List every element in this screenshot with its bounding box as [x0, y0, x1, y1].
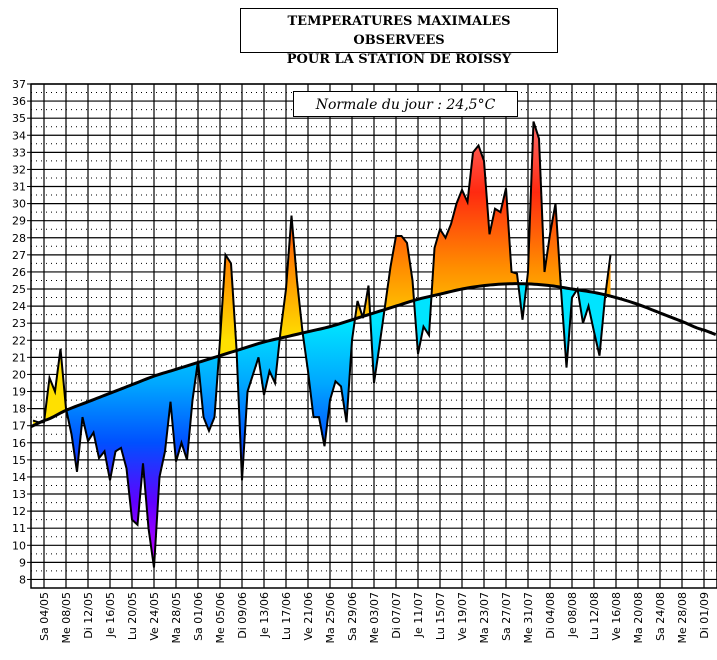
below-normal-area [33, 283, 611, 568]
x-tick-label: Di 12/05 [82, 592, 95, 639]
y-tick-label: 37 [12, 78, 26, 91]
y-tick-label: 18 [12, 403, 26, 416]
y-tick-label: 19 [12, 386, 26, 399]
x-tick-label: Lu 15/07 [434, 592, 447, 640]
y-tick-label: 8 [19, 573, 26, 586]
chart-title: TEMPERATURES MAXIMALES OBSERVEES POUR LA… [240, 8, 558, 67]
y-tick-label: 11 [12, 522, 26, 535]
y-tick-label: 26 [12, 266, 26, 279]
y-tick-label: 16 [12, 437, 26, 450]
x-tick-label: Me 31/07 [522, 592, 535, 643]
x-tick-label: Je 11/07 [412, 592, 425, 638]
x-tick-label: Ma 20/08 [632, 592, 645, 643]
y-tick-label: 25 [12, 283, 26, 296]
x-tick-label: Me 28/08 [676, 592, 689, 643]
x-tick-label: Lu 12/08 [588, 592, 601, 640]
x-tick-label: Di 07/07 [390, 592, 403, 639]
y-tick-label: 31 [12, 181, 26, 194]
normal-annotation: Normale du jour : 24,5°C [293, 91, 518, 117]
x-tick-label: Sa 01/06 [192, 592, 205, 641]
y-tick-label: 21 [12, 351, 26, 364]
x-tick-label: Ma 25/06 [324, 592, 337, 643]
y-tick-label: 23 [12, 317, 26, 330]
y-tick-label: 36 [12, 95, 26, 108]
y-tick-label: 28 [12, 232, 26, 245]
x-tick-label: Me 08/05 [60, 592, 73, 643]
x-tick-label: Sa 04/05 [38, 592, 51, 641]
x-tick-label: Je 13/06 [258, 592, 271, 638]
y-tick-label: 15 [12, 454, 26, 467]
y-tick-label: 9 [19, 556, 26, 569]
x-tick-label: Ma 23/07 [478, 592, 491, 643]
y-tick-label: 10 [12, 539, 26, 552]
x-tick-label: Je 16/05 [104, 592, 117, 638]
x-tick-label: Ma 28/05 [170, 592, 183, 643]
x-tick-label: Di 09/06 [236, 592, 249, 639]
y-tick-label: 22 [12, 334, 26, 347]
y-tick-label: 27 [12, 249, 26, 262]
x-tick-label: Ve 24/05 [148, 592, 161, 641]
x-tick-label: Sa 27/07 [500, 592, 513, 641]
title-line-1: TEMPERATURES MAXIMALES OBSERVEES [287, 14, 511, 48]
x-tick-label: Me 03/07 [368, 592, 381, 643]
title-line-2: POUR LA STATION DE ROISSY [286, 52, 512, 67]
x-tick-label: Ve 21/06 [302, 592, 315, 641]
plot-frame [30, 83, 717, 589]
x-tick-label: Ve 19/07 [456, 592, 469, 641]
y-tick-label: 29 [12, 215, 26, 228]
y-tick-label: 32 [12, 163, 26, 176]
x-tick-label: Je 08/08 [566, 592, 579, 638]
y-tick-label: 20 [12, 368, 26, 381]
x-tick-label: Sa 29/06 [346, 592, 359, 641]
x-tick-label: Lu 17/06 [280, 592, 293, 640]
x-tick-label: Lu 20/05 [126, 592, 139, 640]
y-tick-label: 35 [12, 112, 26, 125]
x-tick-label: Sa 24/08 [654, 592, 667, 641]
observed-line [32, 121, 612, 568]
x-tick-label: Me 05/06 [214, 592, 227, 643]
y-tick-label: 30 [12, 198, 26, 211]
y-tick-label: 12 [12, 505, 26, 518]
y-tick-label: 34 [12, 129, 26, 142]
y-tick-label: 17 [12, 420, 26, 433]
x-tick-label: Ve 16/08 [610, 592, 623, 641]
y-tick-label: 24 [12, 300, 26, 313]
x-tick-label: Di 04/08 [544, 592, 557, 639]
y-tick-label: 13 [12, 488, 26, 501]
y-tick-label: 14 [12, 471, 26, 484]
x-tick-label: Di 01/09 [698, 592, 711, 639]
y-tick-label: 33 [12, 146, 26, 159]
normal-line [30, 282, 717, 428]
